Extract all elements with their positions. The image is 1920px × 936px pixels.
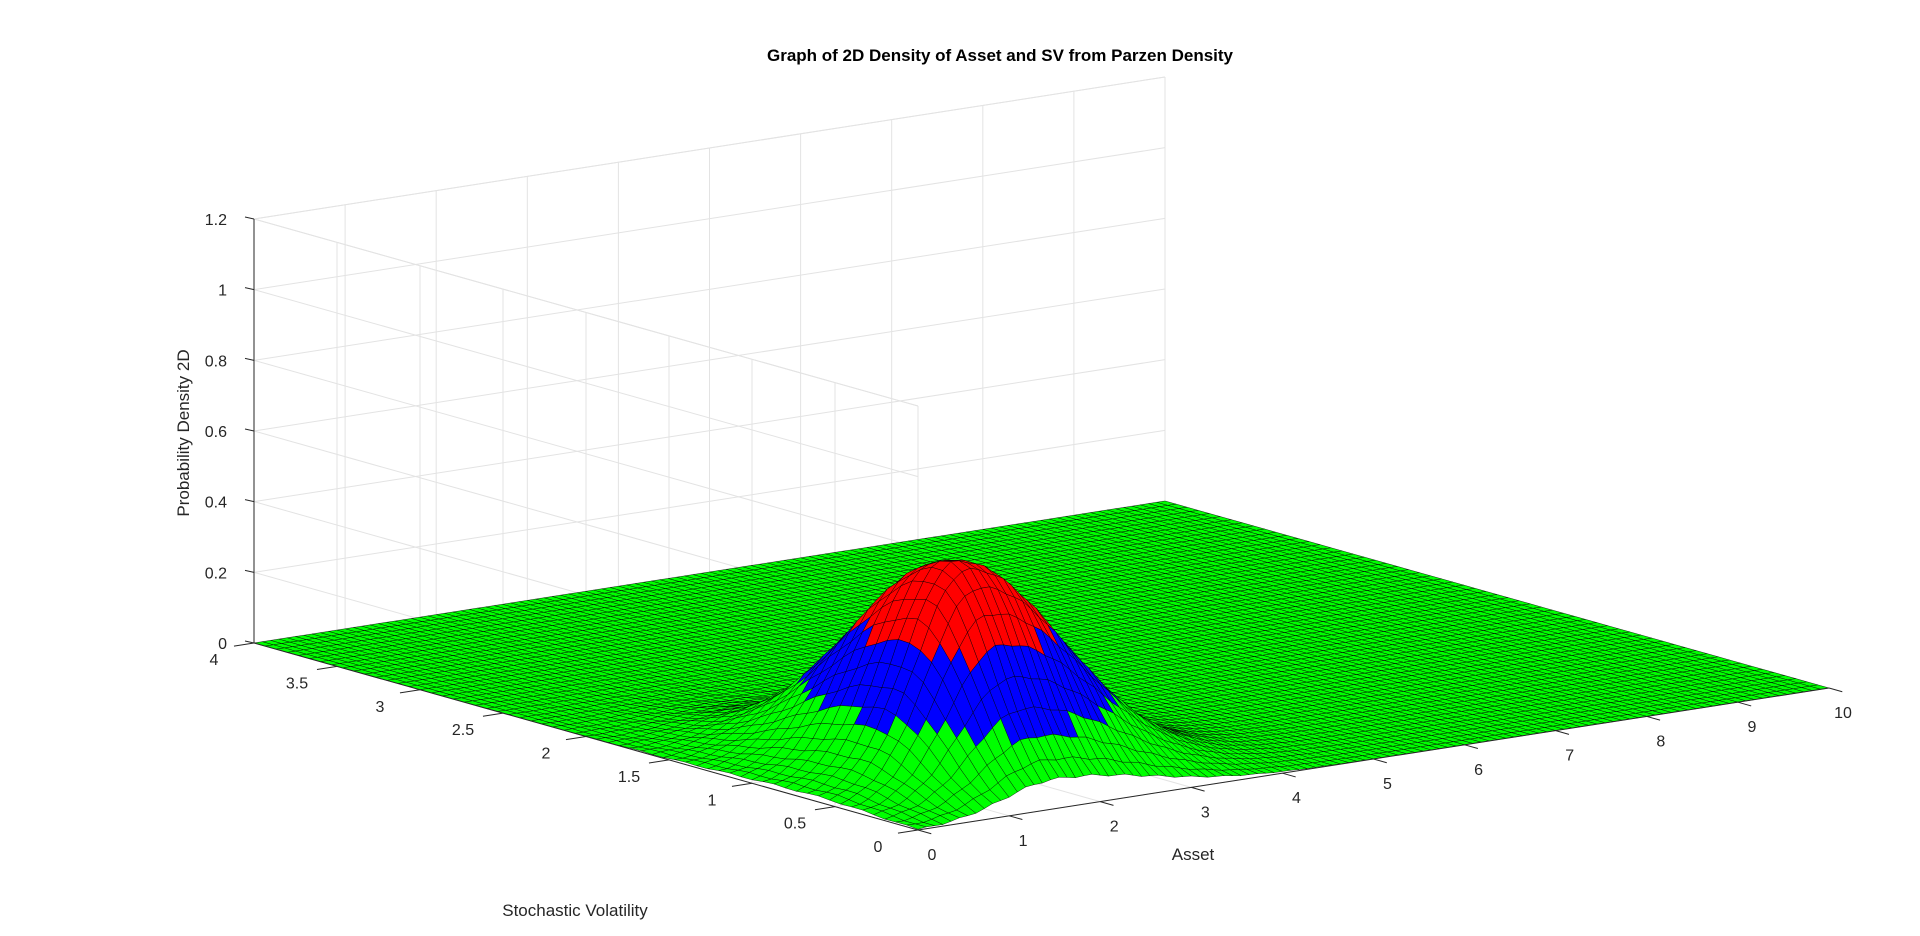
wall-grid-line: [253, 289, 919, 478]
box-edge: [253, 218, 919, 407]
wall-grid-line: [253, 359, 1166, 503]
wall-grid-line: [253, 429, 1166, 573]
wall-grid-line: [253, 217, 1166, 361]
wall-grid-line: [253, 288, 1166, 432]
wall-grid-line: [253, 147, 1166, 291]
wall-grid-line: [253, 359, 919, 548]
box-edge: [253, 76, 1166, 220]
density-surface: [253, 500, 1830, 830]
